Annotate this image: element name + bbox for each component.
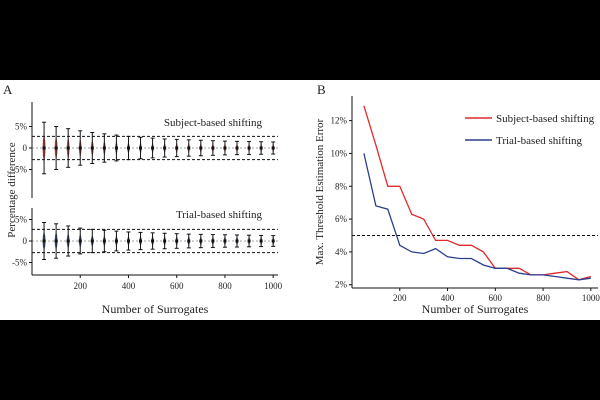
a-bot-median-marker [126,239,130,243]
series-line-trial [363,153,591,281]
a-top-y-tick-label: 5% [15,122,28,132]
a-top-median-marker [102,146,106,150]
a-top-median-marker [235,146,239,150]
panel-b-y-tick-label: 8% [335,181,348,191]
panel-b-plot [352,105,598,281]
a-bot-median-marker [90,239,94,243]
legend-label-subject: Subject-based shifting [496,113,595,125]
a-top-median-marker [126,146,130,150]
a-top-y-tick-label: 0 [23,143,28,153]
a-bot-median-marker [54,239,58,243]
panel-a-bottom-title: Trial-based shifting [176,209,263,221]
a-bot-y-tick-label: 0 [23,236,28,246]
a-top-median-marker [42,146,46,150]
panel-a-top-plot: 5% 0 -5% [12,102,278,198]
panel-a-ylabel: Percentage difference [6,142,18,237]
a-top-median-marker [139,146,143,150]
figure-svg: A 5% 0 -5% 5% 0 -5% 200 400 600 800 1000 Number … [3,82,600,316]
a-top-median-marker [247,146,251,150]
a-top-median-marker [66,146,70,150]
panel-b-y-tick-label: 6% [335,214,348,224]
a-bot-median-marker [139,239,143,243]
a-top-median-marker [223,146,227,150]
a-top-median-marker [259,146,263,150]
legend-label-trial: Trial-based shifting [496,135,583,147]
panel-b-x-tick-label: 400 [441,293,455,303]
a-bot-median-marker [42,239,46,243]
a-bot-y-tick-label: -5% [12,258,27,268]
panel-a-top-title: Subject-based shifting [164,117,263,129]
panel-a-x-tick-label: 1000 [264,281,283,291]
a-bot-median-marker [247,239,251,243]
panel-b-ylabel: Max. Threshold Estimation Error [314,118,326,265]
a-bot-median-marker [151,239,155,243]
a-bot-median-marker [235,239,239,243]
a-bot-median-marker [175,239,179,243]
a-top-median-marker [175,146,179,150]
panel-b-xlabel: Number of Surrogates [422,302,529,316]
figure-panel: A 5% 0 -5% 5% 0 -5% 200 400 600 800 1000 Number … [0,80,600,320]
series-line-subject [363,105,591,281]
a-bot-median-marker [199,239,203,243]
a-bot-median-marker [78,239,82,243]
panel-a-xlabel: Number of Surrogates [102,302,209,316]
panel-a-x-tick-label: 200 [73,281,87,291]
a-bot-median-marker [259,239,263,243]
a-bot-median-marker [271,239,275,243]
a-bot-median-marker [187,239,191,243]
a-top-median-marker [211,146,215,150]
a-top-median-marker [54,146,58,150]
a-bot-median-marker [223,239,227,243]
panel-b-y-ticks: 12% 10% 8% 6% 4% 2% [331,116,352,290]
panel-b-legend: Subject-based shifting Trial-based shift… [465,113,595,147]
panel-a-bottom-plot: 5% 0 -5% [12,208,278,275]
a-top-median-marker [199,146,203,150]
panel-b-y-tick-label: 2% [335,280,348,290]
a-top-median-marker [78,146,82,150]
panel-a-label: A [3,82,13,97]
panel-b-y-tick-label: 12% [331,116,348,126]
a-top-median-marker [151,146,155,150]
a-bot-y-tick-label: 5% [15,215,28,225]
a-bot-median-marker [102,239,106,243]
panel-b-x-tick-label: 600 [489,293,503,303]
panel-b-x-tick-label: 1000 [582,293,600,303]
panel-b-x-tick-label: 200 [393,293,407,303]
panel-b-y-tick-label: 10% [331,148,348,158]
panel-a-x-tick-label: 400 [122,281,136,291]
panel-a-x-tick-label: 600 [170,281,184,291]
panel-b-label: B [317,82,326,97]
a-bot-median-marker [163,239,167,243]
a-top-median-marker [271,146,275,150]
panel-a-x-ticks: 200 400 600 800 1000 [73,275,283,291]
a-top-y-tick-label: -5% [12,165,27,175]
a-top-median-marker [114,146,118,150]
panel-b-x-ticks: 200 400 600 800 1000 [393,288,600,303]
a-bot-median-marker [114,239,118,243]
a-top-median-marker [187,146,191,150]
panel-b-y-tick-label: 4% [335,247,348,257]
panel-a-x-tick-label: 800 [218,281,232,291]
a-bot-median-marker [66,239,70,243]
a-bot-median-marker [211,239,215,243]
a-top-median-marker [163,146,167,150]
a-top-median-marker [90,146,94,150]
panel-b-x-tick-label: 800 [536,293,550,303]
